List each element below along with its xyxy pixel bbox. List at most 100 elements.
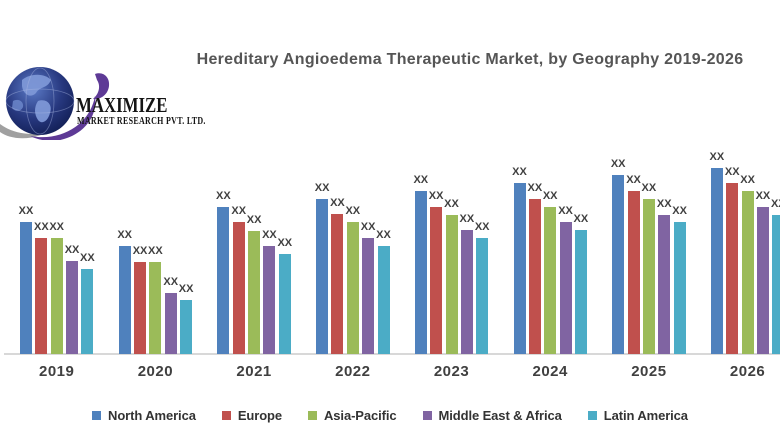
bar-latin-america-2022 xyxy=(377,246,390,354)
bar-europe-2022 xyxy=(331,214,344,354)
value-label-north-america-2024: XX xyxy=(512,166,527,178)
legend-swatch-icon xyxy=(92,410,102,420)
value-label-asia-pacific-2022: XX xyxy=(345,205,361,217)
value-label-middle-east-africa-2026: XX xyxy=(755,190,771,202)
value-label-europe-2025: XX xyxy=(626,174,641,186)
value-label-middle-east-africa-2020: XX xyxy=(163,276,179,288)
value-label-asia-pacific-2021: XX xyxy=(246,214,262,226)
bar-asia-pacific-2021 xyxy=(248,231,261,354)
legend-item-north-america: North America xyxy=(92,408,196,423)
value-label-asia-pacific-2024: XX xyxy=(542,190,558,202)
value-label-latin-america-2022: XX xyxy=(376,229,391,241)
bar-middle-east-africa-2024 xyxy=(559,222,572,354)
bar-asia-pacific-2023 xyxy=(445,215,458,354)
bar-europe-2023 xyxy=(430,207,443,354)
bar-north-america-2026 xyxy=(710,168,723,354)
value-label-middle-east-africa-2021: XX xyxy=(262,229,277,241)
value-label-middle-east-africa-2022: XX xyxy=(360,221,376,233)
bar-asia-pacific-2025 xyxy=(642,199,655,354)
bar-middle-east-africa-2023 xyxy=(460,230,473,354)
legend-swatch-icon xyxy=(221,410,231,420)
value-label-latin-america-2025: XX xyxy=(672,205,687,217)
value-label-middle-east-africa-2023: XX xyxy=(459,213,475,225)
value-label-latin-america-2021: XX xyxy=(277,237,293,249)
legend-swatch-icon xyxy=(422,410,432,420)
value-label-latin-america-2019: XX xyxy=(80,252,95,264)
value-label-asia-pacific-2023: XX xyxy=(444,198,459,210)
bar-asia-pacific-2024 xyxy=(544,207,557,354)
bar-middle-east-africa-2021 xyxy=(263,246,276,354)
bar-north-america-2025 xyxy=(612,175,625,354)
bar-europe-2024 xyxy=(528,199,541,354)
value-label-europe-2026: XX xyxy=(724,166,740,178)
x-axis-label-2022: 2022 xyxy=(335,363,371,380)
x-axis-label-2024: 2024 xyxy=(532,363,568,380)
bar-north-america-2022 xyxy=(316,199,329,354)
bar-asia-pacific-2020 xyxy=(149,262,162,354)
legend-label: Middle East & Africa xyxy=(438,407,562,423)
value-label-europe-2019: XX xyxy=(34,221,49,233)
bar-north-america-2020 xyxy=(118,246,131,354)
value-label-asia-pacific-2025: XX xyxy=(641,182,657,194)
bar-latin-america-2021 xyxy=(278,254,291,354)
bar-latin-america-2020 xyxy=(180,300,193,354)
chart-legend: North America Europe Asia-Pacific Middle Ea… xyxy=(0,404,780,426)
x-axis-line xyxy=(4,353,780,355)
bar-middle-east-africa-2025 xyxy=(658,215,671,354)
legend-swatch-icon xyxy=(308,410,318,420)
value-label-north-america-2019: XX xyxy=(18,205,34,217)
value-label-latin-america-2024: XX xyxy=(573,213,589,225)
bar-middle-east-africa-2026 xyxy=(756,207,769,354)
bar-asia-pacific-2019 xyxy=(50,238,63,354)
legend-swatch-icon xyxy=(587,410,597,420)
bar-north-america-2021 xyxy=(217,207,230,354)
bar-asia-pacific-2022 xyxy=(346,222,359,354)
value-label-north-america-2020: XX xyxy=(117,229,133,241)
bar-europe-2026 xyxy=(726,183,739,354)
bar-europe-2021 xyxy=(232,222,245,354)
chart-title: Hereditary Angioedema Therapeutic Market… xyxy=(196,51,744,68)
value-label-europe-2022: XX xyxy=(330,197,345,209)
logo-subtitle: MARKET RESEARCH PVT. LTD. xyxy=(77,116,206,127)
bar-asia-pacific-2026 xyxy=(741,191,754,354)
bar-middle-east-africa-2020 xyxy=(164,293,177,354)
value-label-latin-america-2023: XX xyxy=(474,221,490,233)
value-label-north-america-2026: XX xyxy=(709,151,725,163)
value-label-asia-pacific-2020: XX xyxy=(148,245,163,257)
value-label-middle-east-africa-2019: XX xyxy=(64,244,80,256)
value-label-north-america-2022: XX xyxy=(314,182,330,194)
bar-middle-east-africa-2019 xyxy=(66,261,79,354)
x-axis-label-2026: 2026 xyxy=(729,363,766,380)
logo-name: MAXIMIZE xyxy=(76,93,168,117)
x-axis-label-2025: 2025 xyxy=(631,363,667,380)
bar-europe-2020 xyxy=(134,262,147,354)
legend-item-europe: Europe xyxy=(221,407,283,423)
globe-logo-icon xyxy=(0,67,110,140)
x-axis-label-2020: 2020 xyxy=(137,363,174,380)
bar-north-america-2023 xyxy=(414,191,427,354)
legend-label: Europe xyxy=(237,407,283,423)
value-label-europe-2021: XX xyxy=(231,205,247,217)
bar-europe-2019 xyxy=(35,238,48,354)
bar-europe-2025 xyxy=(627,191,640,354)
value-label-europe-2023: XX xyxy=(428,190,444,202)
legend-label: North America xyxy=(108,407,196,423)
bar-north-america-2019 xyxy=(20,222,32,354)
bar-latin-america-2019 xyxy=(81,269,94,354)
legend-item-middle-east-africa: Middle East & Africa xyxy=(422,407,562,423)
value-label-asia-pacific-2019: XX xyxy=(49,221,65,233)
x-axis-label-2021: 2021 xyxy=(236,363,272,380)
bar-north-america-2024 xyxy=(513,183,526,354)
value-label-asia-pacific-2026: XX xyxy=(740,174,755,186)
bar-latin-america-2024 xyxy=(574,230,587,354)
value-label-middle-east-africa-2025: XX xyxy=(656,198,672,210)
bar-middle-east-africa-2022 xyxy=(362,238,375,354)
logo: MAXIMIZE MARKET RESEARCH PVT. LTD. xyxy=(0,60,260,144)
value-label-north-america-2025: XX xyxy=(610,158,626,170)
bar-latin-america-2023 xyxy=(476,238,489,354)
x-axis-label-2023: 2023 xyxy=(433,363,470,380)
value-label-north-america-2021: XX xyxy=(216,190,231,202)
legend-label: Asia-Pacific xyxy=(324,407,397,423)
bar-latin-america-2026 xyxy=(772,215,780,354)
